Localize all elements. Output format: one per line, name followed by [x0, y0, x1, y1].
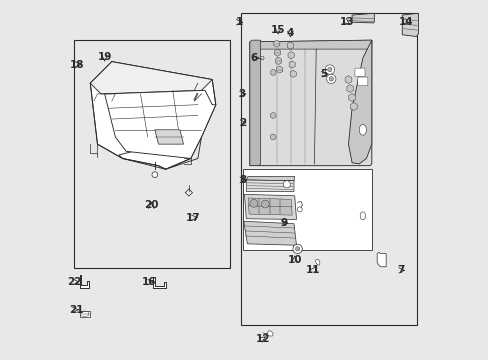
Text: 13: 13	[339, 17, 354, 27]
Polygon shape	[90, 62, 215, 169]
Circle shape	[327, 67, 331, 72]
Text: 9: 9	[280, 218, 287, 228]
FancyBboxPatch shape	[357, 77, 367, 86]
Text: 18: 18	[70, 59, 84, 69]
FancyBboxPatch shape	[354, 68, 364, 77]
Bar	[241, 13, 416, 325]
Circle shape	[270, 134, 276, 140]
Polygon shape	[155, 130, 183, 144]
Text: 14: 14	[398, 17, 412, 27]
Polygon shape	[153, 277, 165, 288]
Polygon shape	[90, 62, 212, 94]
Polygon shape	[260, 56, 264, 60]
Text: 7: 7	[396, 265, 404, 275]
Text: 16: 16	[142, 277, 156, 287]
Text: 4: 4	[286, 28, 293, 38]
Polygon shape	[351, 13, 373, 23]
Bar	[242, 169, 371, 250]
Circle shape	[326, 74, 335, 84]
Ellipse shape	[359, 125, 366, 135]
Circle shape	[283, 181, 290, 188]
Polygon shape	[104, 90, 215, 158]
Circle shape	[249, 199, 257, 207]
Polygon shape	[247, 198, 292, 215]
Circle shape	[295, 247, 299, 251]
Polygon shape	[249, 40, 260, 166]
Text: 20: 20	[144, 200, 158, 210]
Polygon shape	[249, 40, 371, 166]
Text: 2: 2	[238, 118, 245, 128]
Circle shape	[325, 65, 334, 74]
Text: 11: 11	[305, 265, 320, 275]
Text: 12: 12	[255, 333, 269, 343]
Circle shape	[152, 172, 158, 177]
Polygon shape	[246, 176, 294, 181]
Polygon shape	[266, 330, 273, 336]
Circle shape	[270, 69, 276, 75]
Text: 6: 6	[250, 53, 257, 63]
Polygon shape	[402, 13, 418, 37]
Bar	[74, 40, 230, 268]
Polygon shape	[244, 221, 296, 245]
Polygon shape	[80, 275, 88, 288]
Polygon shape	[315, 260, 319, 265]
Text: 1: 1	[235, 17, 243, 27]
Polygon shape	[376, 252, 386, 267]
Circle shape	[328, 77, 333, 81]
Circle shape	[297, 207, 302, 212]
Text: 8: 8	[239, 175, 246, 185]
Text: 15: 15	[270, 25, 285, 35]
Circle shape	[292, 244, 302, 253]
Circle shape	[270, 113, 276, 118]
Circle shape	[261, 200, 269, 208]
Text: 5: 5	[319, 69, 326, 79]
Polygon shape	[348, 40, 371, 164]
Text: 19: 19	[97, 52, 112, 62]
Polygon shape	[249, 40, 371, 49]
Ellipse shape	[360, 212, 365, 220]
Text: 17: 17	[186, 213, 201, 222]
Text: 10: 10	[287, 255, 301, 265]
Polygon shape	[244, 194, 296, 220]
Text: 22: 22	[67, 277, 81, 287]
Polygon shape	[246, 180, 293, 192]
Text: 21: 21	[68, 305, 83, 315]
Bar	[80, 311, 89, 317]
Text: 3: 3	[238, 89, 245, 99]
